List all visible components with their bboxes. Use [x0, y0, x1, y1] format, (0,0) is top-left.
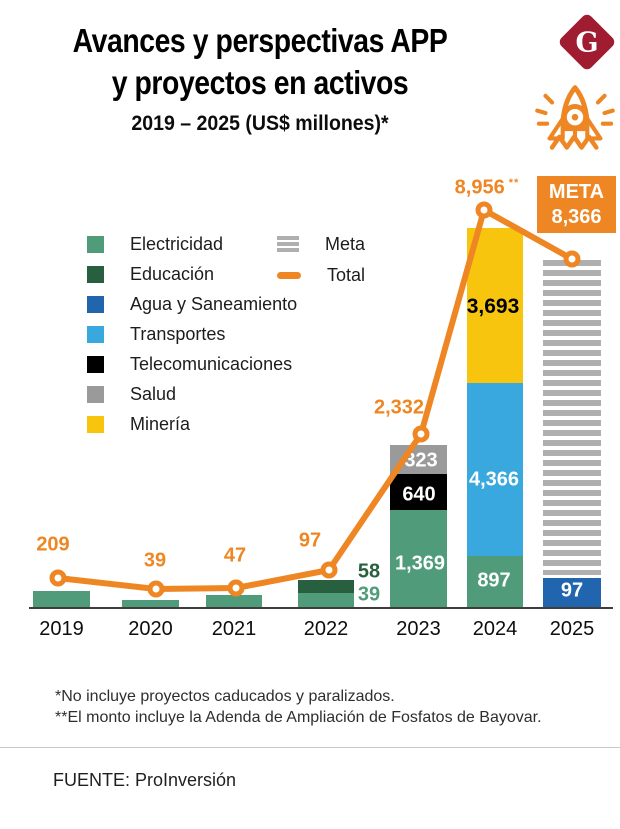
- legend-item-telecomunicaciones: Telecomunicaciones: [87, 353, 293, 374]
- total-value-label-2021: 47: [223, 544, 247, 567]
- legend-swatch-agua: [87, 295, 104, 313]
- total-line-marker-2019: [49, 569, 67, 587]
- legend-item-mineria: Minería: [87, 413, 191, 434]
- x-axis-label-2024: 2024: [472, 618, 518, 640]
- x-axis-label-2023: 2023: [396, 618, 441, 640]
- bar-segment-2024: [467, 383, 523, 556]
- brand-logo-icon: G: [559, 14, 615, 70]
- meta-badge-label: META: [548, 181, 605, 203]
- title-line-2: y proyectos en activos: [111, 64, 409, 101]
- bar-value-label: 4,366: [468, 468, 520, 491]
- rocket-icon: [535, 85, 615, 150]
- bar-value-label: 1,369: [394, 552, 446, 575]
- meta-badge: META 8,366: [537, 176, 616, 233]
- legend-item-meta: Meta: [277, 233, 366, 254]
- legend-label: Telecomunicaciones: [130, 353, 293, 374]
- legend-item-agua: Agua y Saneamiento: [87, 293, 298, 314]
- x-axis-label-2019: 2019: [39, 618, 84, 640]
- x-axis-label-2021: 2021: [211, 618, 257, 640]
- logo-diamond: [559, 14, 615, 70]
- legend-swatch-transportes: [87, 325, 104, 343]
- bar-value-label: 97: [560, 579, 584, 602]
- bar-value-label: 640: [402, 483, 436, 506]
- legend-label: Transportes: [130, 323, 226, 344]
- legend-item-electricidad: Electricidad: [87, 233, 224, 254]
- legend-label: Meta: [325, 233, 366, 254]
- legend-label: Salud: [130, 383, 177, 404]
- bar-segment-2025: [543, 578, 601, 608]
- legend-item-salud: Salud: [87, 383, 177, 404]
- legend-item-educacion: Educación: [87, 263, 215, 284]
- bar-value-label: 3,693: [466, 295, 520, 318]
- x-axis-line: [29, 607, 613, 609]
- bar-segment-2019: [33, 591, 90, 608]
- meta-target-bar: [543, 260, 601, 575]
- legend-label: Educación: [130, 263, 215, 284]
- legend-label: Total: [327, 264, 366, 285]
- total-line-marker-2020: [147, 580, 165, 598]
- bar-segment-2024: [467, 556, 523, 608]
- source-credit: FUENTE: ProInversión: [53, 770, 237, 790]
- bar-value-label: 39: [357, 583, 381, 606]
- bar-value-label: 58: [357, 560, 381, 583]
- legend-swatch-educacion: [87, 265, 104, 283]
- page-subtitle: 2019 – 2025 (US$ millones)*: [131, 112, 389, 135]
- bar-segment-2023: [390, 474, 447, 510]
- legend-swatch-total: [277, 271, 301, 279]
- legend-label: Minería: [130, 413, 191, 434]
- legend-swatch-mineria: [87, 415, 104, 433]
- total-line-marker-2024: [475, 201, 493, 219]
- legend-label: Electricidad: [130, 233, 224, 254]
- total-value-label-2024: 8,956 **: [454, 176, 520, 199]
- legend-swatch-telecomunicaciones: [87, 355, 104, 373]
- x-axis-label-2020: 2020: [128, 618, 173, 640]
- x-axis-label-2025: 2025: [549, 618, 595, 640]
- footnotes: *No incluye proyectos caducados y parali…: [55, 686, 542, 728]
- footer-divider: [0, 747, 620, 748]
- total-value-label-2022: 97: [298, 529, 322, 552]
- footnote-1: *No incluye proyectos caducados y parali…: [55, 688, 395, 705]
- footnote-2: **El monto incluye la Adenda de Ampliaci…: [55, 709, 542, 726]
- total-line-marker-2021: [227, 579, 245, 597]
- footnote-marker: **: [504, 176, 520, 189]
- legend-swatch-meta: [277, 236, 299, 252]
- legend-swatch-salud: [87, 385, 104, 403]
- meta-badge-value: 8,366: [551, 206, 602, 228]
- x-axis-label-2022: 2022: [303, 618, 349, 640]
- total-value-label-2019: 209: [36, 533, 70, 556]
- bar-segment-2022: [298, 593, 354, 608]
- total-line-marker-2022: [320, 561, 338, 579]
- legend: Electricidad Educación Agua y Saneamient…: [87, 233, 417, 450]
- total-value-label-2020: 39: [143, 549, 167, 572]
- total-line-marker-2025: [563, 250, 581, 268]
- bar-segment-2023: [390, 510, 447, 608]
- legend-swatch-electricidad: [87, 235, 104, 253]
- logo-letter: G: [575, 28, 598, 59]
- title-line-1: Avances y perspectivas APP: [72, 22, 448, 59]
- page-title: Avances y perspectivas APP y proyectos e…: [36, 20, 483, 104]
- legend-label: Agua y Saneamiento: [130, 293, 298, 314]
- bar-segment-2024: [467, 228, 523, 383]
- bar-value-label: 897: [477, 569, 511, 592]
- bar-value-label: 323: [404, 449, 438, 472]
- legend-item-total: Total: [277, 264, 366, 285]
- bar-segment-2022: [298, 580, 354, 593]
- legend-item-transportes: Transportes: [87, 323, 226, 344]
